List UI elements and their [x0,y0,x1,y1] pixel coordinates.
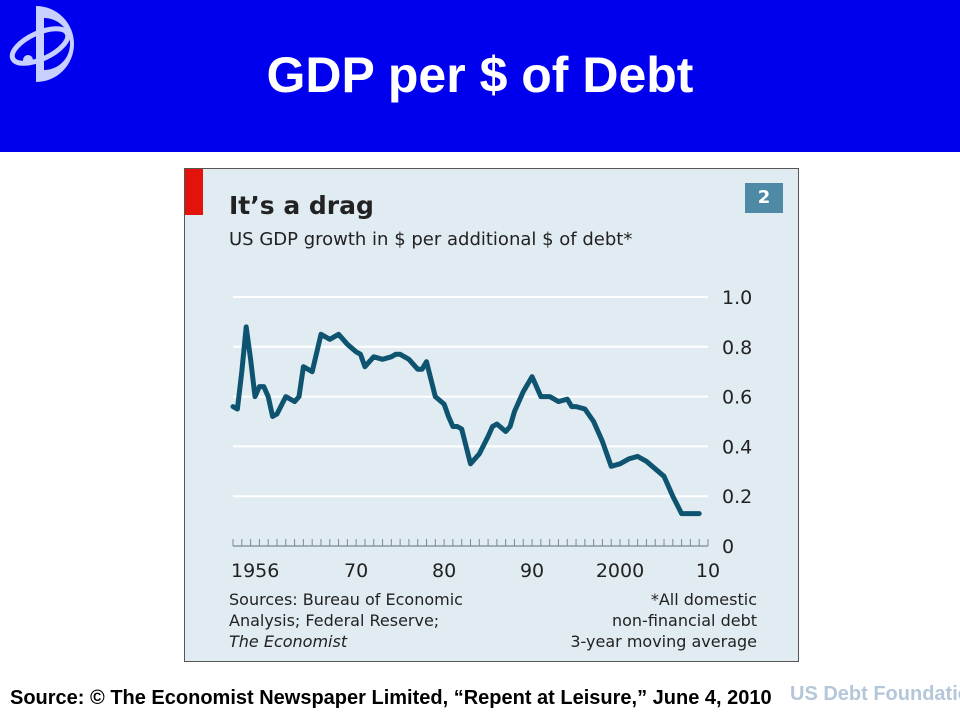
y-tick-label: 0.4 [722,436,752,458]
x-tick-label: 80 [432,560,456,582]
x-tick-label: 90 [520,560,544,582]
x-tick-label: 1956 [231,560,279,582]
y-tick-label: 0.2 [722,486,752,508]
sources-line-1: Sources: Bureau of Economic [229,590,463,609]
footnote-line-3: 3-year moving average [570,632,757,651]
y-tick-label: 1.0 [722,287,752,309]
y-tick-label: 0.6 [722,387,752,409]
sources-line-3: The Economist [229,632,348,651]
footnote-line-2: non-financial debt [611,611,757,630]
series-line [230,324,702,517]
chart-panel: It’s a drag US GDP growth in $ per addit… [184,168,799,662]
x-tick-label: 70 [344,560,368,582]
watermark-logo: US Debt Foundation [790,683,960,705]
orbit-logo-icon [9,6,74,82]
chart-subtitle: US GDP growth in $ per additional $ of d… [229,229,633,250]
x-tick-label: 2000 [596,560,644,582]
y-tick-label: 0.8 [722,337,752,359]
chart-sources: Sources: Bureau of Economic Analysis; Fe… [229,589,519,652]
chart-footnote: *All domestic non-financial debt 3-year … [525,589,757,652]
chart-number-badge: 2 [745,183,783,213]
y-tick-label: 0 [722,536,734,558]
sources-line-2: Analysis; Federal Reserve; [229,611,440,630]
title-banner: GDP per $ of Debt [0,0,960,152]
line-chart: 0 0.2 0.4 0.6 0.8 1.0 1956 70 80 90 2000 10 [230,287,752,582]
chart-title: It’s a drag [229,191,374,220]
x-tick-label: 10 [696,560,720,582]
footnote-line-1: *All domestic [650,590,757,609]
red-tag [185,169,203,215]
slide-title: GDP per $ of Debt [266,47,694,103]
source-citation: Source: © The Economist Newspaper Limite… [10,687,772,709]
